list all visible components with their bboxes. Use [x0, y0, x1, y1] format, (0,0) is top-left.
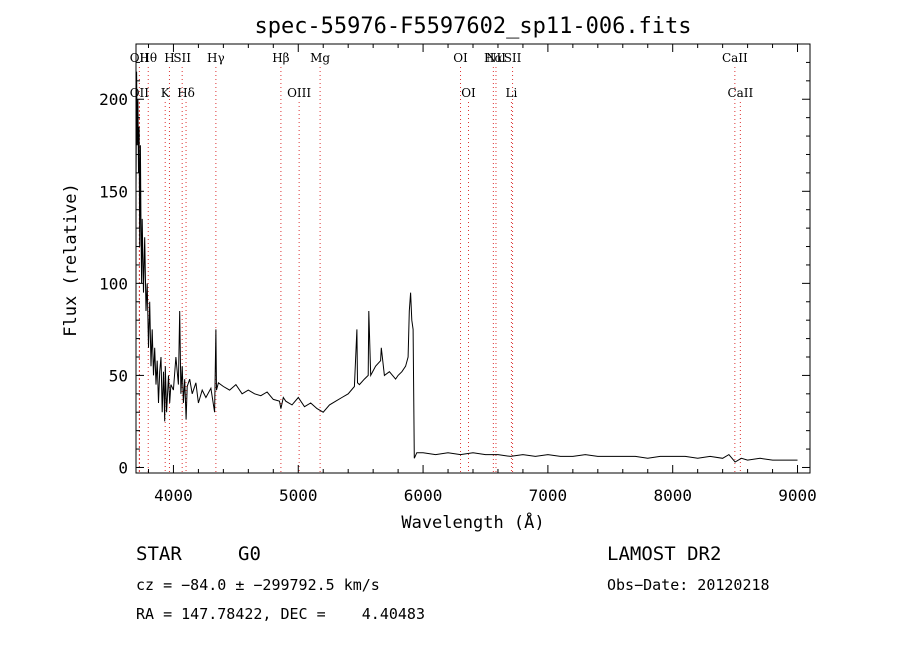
x-tick-label-5: 9000	[778, 486, 817, 505]
line-label-lines_bottom-3: OIII	[287, 86, 311, 100]
survey-name: LAMOST DR2	[607, 543, 721, 565]
line-label-lines_top-5: Hβ	[272, 51, 289, 65]
y-tick-label-3: 150	[99, 182, 128, 201]
observation-date: Obs−Date: 20120218	[607, 576, 770, 594]
x-axis-ticks: 4000 5000 6000 7000 8000 9000	[148, 44, 816, 505]
coordinates-text: RA = 147.78422, DEC = 4.40483	[136, 605, 425, 623]
plot-frame	[136, 44, 810, 473]
spectrum-line	[136, 72, 798, 462]
line-label-lines_bottom-4: OI	[461, 86, 476, 100]
y-tick-label-0: 0	[118, 458, 128, 477]
line-label-lines_top-3: H	[164, 51, 174, 65]
line-label-lines_bottom-6: CaII	[727, 86, 753, 100]
line-label-lines_top-11: CaII	[722, 51, 748, 65]
line-label-lines_bottom-0: OII	[130, 86, 150, 100]
line-label-lines_top-10: SII	[504, 51, 522, 65]
object-subclass: G0	[238, 543, 261, 565]
y-tick-label-1: 50	[109, 366, 128, 385]
x-tick-label-3: 7000	[529, 486, 568, 505]
line-label-lines_top-2: SII	[173, 51, 191, 65]
line-label-lines_bottom-1: K	[161, 86, 171, 100]
spectrum-figure: spec-55976-F5597602_sp11-006.fits HθOII S…	[0, 0, 900, 650]
y-axis-ticks: 0 50 100 150 200	[99, 62, 810, 477]
redshift-text: cz = −84.0 ± −299792.5 km/s	[136, 576, 380, 594]
x-tick-label-0: 4000	[154, 486, 193, 505]
y-axis-label: Flux (relative)	[61, 183, 81, 337]
chart-title: spec-55976-F5597602_sp11-006.fits	[254, 14, 691, 39]
line-label-lines_bottom-2: Hδ	[177, 86, 195, 100]
x-axis-label: Wavelength (Å)	[401, 511, 544, 533]
spectral-line-markers	[139, 67, 740, 473]
x-tick-label-4: 8000	[653, 486, 692, 505]
x-tick-label-2: 6000	[404, 486, 443, 505]
x-tick-label-1: 5000	[279, 486, 318, 505]
line-label-lines_top-7: OI	[453, 51, 468, 65]
line-label-lines_bottom-5: Li	[506, 86, 518, 100]
y-tick-label-2: 100	[99, 274, 128, 293]
y-tick-label-4: 200	[99, 90, 128, 109]
line-label-lines_top-6: Mg	[310, 51, 330, 65]
line-label-lines_top-4: Hγ	[207, 51, 225, 65]
object-class: STAR	[136, 543, 182, 565]
